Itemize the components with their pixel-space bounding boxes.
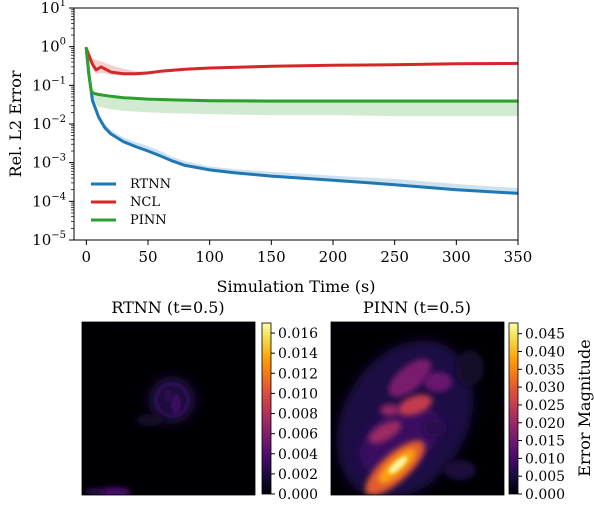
pinn-heatmap-title: PINN (t=0.5) — [363, 298, 471, 317]
confidence-bands — [86, 48, 518, 195]
x-tick-label: 150 — [257, 248, 286, 266]
colorbar-tick-label: 0.035 — [525, 362, 565, 378]
colorbar-tick-label: 0.010 — [278, 386, 318, 402]
colorbar-tick-label: 0.004 — [278, 447, 318, 463]
series-line-rtnn — [84, 46, 518, 195]
pinn-heatmap-panel: PINN (t=0.5) 0.0000.0050.0100.0150.0200.… — [330, 298, 594, 503]
x-tick-label: 200 — [319, 248, 348, 266]
series-lines — [84, 46, 518, 195]
legend-label-pinn: PINN — [130, 213, 167, 228]
y-tick-label: 10−1 — [32, 75, 66, 94]
pinn-heatmap — [331, 322, 504, 495]
colorbar-tick-label: 0.002 — [278, 467, 318, 483]
colorbar-tick-label: 0.016 — [278, 326, 318, 342]
band-rtnn — [86, 48, 518, 195]
pinn-colorbar — [508, 322, 519, 495]
colorbar-tick-label: 0.000 — [525, 487, 565, 503]
colorbar-tick-label: 0.012 — [278, 366, 318, 382]
colorbar-tick-label: 0.025 — [525, 398, 565, 414]
x-tick-label: 250 — [380, 248, 409, 266]
y-tick-label: 10−4 — [32, 191, 66, 210]
series-line-ncl — [84, 46, 518, 76]
y-tick-label: 10−2 — [32, 114, 66, 133]
colorbar-tick-label: 0.040 — [525, 345, 565, 361]
x-tick-label: 350 — [504, 248, 533, 266]
colorbar-tick-label: 0.010 — [525, 451, 565, 467]
colorbar-tick-label: 0.020 — [525, 416, 565, 432]
band-pinn — [86, 48, 518, 117]
y-tick-label: 100 — [41, 37, 66, 56]
colorbar-tick-label: 0.008 — [278, 407, 318, 423]
rtnn-heatmap — [82, 322, 255, 495]
colorbar-tick-label: 0.005 — [525, 469, 565, 485]
colorbar-tick-label: 0.006 — [278, 427, 318, 443]
y-axis: 10−5 10−4 10−3 10−2 10−1 100 101 — [32, 0, 74, 249]
x-tick-label: 300 — [442, 248, 471, 266]
y-tick-label: 101 — [41, 0, 66, 17]
x-axis-title: Simulation Time (s) — [217, 277, 376, 296]
colorbar-tick-label: 0.045 — [525, 327, 565, 343]
series-line-pinn — [84, 46, 518, 103]
rtnn-colorbar — [261, 322, 272, 495]
legend: RTNN NCL PINN — [91, 177, 171, 228]
x-tick-label: 50 — [138, 248, 157, 266]
rtnn-colorbar-ticks: 0.000 0.002 0.004 0.006 0.008 0.010 0.012 0.014… — [271, 326, 318, 503]
colorbar-tick-label: 0.030 — [525, 380, 565, 396]
pinn-colorbar-label: Error Magnitude — [575, 339, 594, 476]
colorbar-tick-label: 0.000 — [278, 487, 318, 503]
y-axis-title: Rel. L2 Error — [6, 70, 25, 177]
y-tick-label: 10−5 — [32, 230, 66, 249]
x-tick-label: 0 — [82, 248, 92, 266]
colorbar-tick-label: 0.014 — [278, 346, 318, 362]
rtnn-heatmap-title: RTNN (t=0.5) — [111, 298, 224, 317]
rtnn-heatmap-panel: RTNN (t=0.5) 0.0000.0020.0040.0060.0080.… — [81, 298, 318, 503]
legend-label-ncl: NCL — [130, 195, 160, 210]
error-line-chart: 0 50 100 150 200 250 300 350 10−510−410−310−210… — [6, 0, 532, 296]
y-tick-label: 10−3 — [32, 153, 66, 172]
x-axis: 0 50 100 150 200 250 300 350 — [82, 240, 533, 266]
x-tick-label: 100 — [195, 248, 224, 266]
colorbar-tick-label: 0.015 — [525, 434, 565, 450]
legend-label-rtnn: RTNN — [130, 177, 171, 192]
